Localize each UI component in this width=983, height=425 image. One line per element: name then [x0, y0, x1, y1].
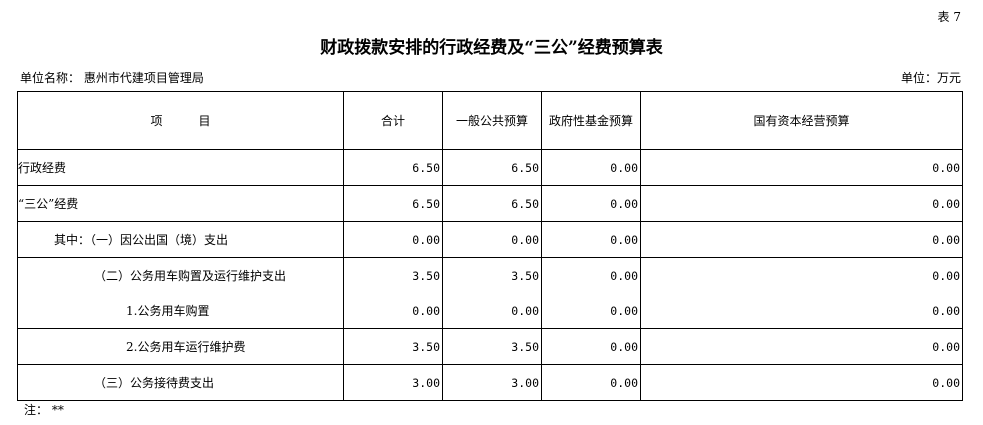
row-value: 0.00 — [442, 293, 542, 329]
table-row: 1.公务用车购置 0.00 0.00 0.00 0.00 — [17, 293, 963, 329]
row-value: 0.00 — [541, 293, 641, 329]
header-general: 一般公共预算 — [442, 91, 542, 150]
header-item: 项 目 — [17, 91, 344, 150]
row-value: 0.00 — [442, 221, 542, 258]
row-value: 0.00 — [541, 364, 641, 401]
row-value: 0.00 — [640, 149, 963, 186]
row-value: 0.00 — [640, 185, 963, 222]
row-value: 0.00 — [541, 149, 641, 186]
row-item: （二）公务用车购置及运行维护支出 — [17, 257, 344, 293]
row-value: 0.00 — [640, 293, 963, 329]
row-value: 0.00 — [640, 328, 963, 365]
row-value: 6.50 — [343, 149, 443, 186]
page-title: 财政拨款安排的行政经费及“三公”经费预算表 — [320, 38, 663, 58]
row-item: 1.公务用车购置 — [17, 293, 344, 329]
row-value: 0.00 — [541, 221, 641, 258]
header-state-capital: 国有资本经营预算 — [640, 91, 963, 150]
table-row: “三公”经费 6.50 6.50 0.00 0.00 — [17, 185, 963, 222]
row-item: 2.公务用车运行维护费 — [17, 328, 344, 365]
header-fund: 政府性基金预算 — [541, 91, 641, 150]
unit-name: 单位名称： 惠州市代建项目管理局 — [20, 71, 204, 85]
row-item: 行政经费 — [17, 149, 344, 186]
row-value: 6.50 — [442, 185, 542, 222]
table-row: （三）公务接待费支出 3.00 3.00 0.00 0.00 — [17, 364, 963, 401]
row-value: 6.50 — [343, 185, 443, 222]
row-item: （三）公务接待费支出 — [17, 364, 344, 401]
row-item: 其中：（一）因公出国（境）支出 — [17, 221, 344, 258]
row-value: 3.00 — [442, 364, 542, 401]
note: 注： ** — [24, 403, 64, 417]
row-value: 3.00 — [343, 364, 443, 401]
row-value: 0.00 — [640, 221, 963, 258]
table-row: （二）公务用车购置及运行维护支出 3.50 3.50 0.00 0.00 — [17, 257, 963, 293]
row-value: 0.00 — [541, 185, 641, 222]
budget-table: 项 目 合计 一般公共预算 政府性基金预算 国有资本经营预算 行政经费 6.50 6… — [17, 91, 963, 401]
row-value: 3.50 — [343, 257, 443, 293]
row-value: 0.00 — [343, 221, 443, 258]
row-value: 0.00 — [541, 257, 641, 293]
row-value: 0.00 — [640, 364, 963, 401]
currency-unit: 单位：万元 — [900, 71, 961, 85]
header-total: 合计 — [343, 91, 443, 150]
row-value: 3.50 — [442, 328, 542, 365]
table-row: 行政经费 6.50 6.50 0.00 0.00 — [17, 149, 963, 186]
row-value: 3.50 — [343, 328, 443, 365]
table-number: 表 7 — [937, 10, 961, 24]
table-row: 2.公务用车运行维护费 3.50 3.50 0.00 0.00 — [17, 328, 963, 365]
row-value: 6.50 — [442, 149, 542, 186]
row-value: 3.50 — [442, 257, 542, 293]
table-row: 其中：（一）因公出国（境）支出 0.00 0.00 0.00 0.00 — [17, 221, 963, 258]
header-row: 项 目 合计 一般公共预算 政府性基金预算 国有资本经营预算 — [17, 91, 963, 150]
row-value: 0.00 — [541, 328, 641, 365]
row-value: 0.00 — [343, 293, 443, 329]
row-item: “三公”经费 — [17, 185, 344, 222]
row-value: 0.00 — [640, 257, 963, 293]
